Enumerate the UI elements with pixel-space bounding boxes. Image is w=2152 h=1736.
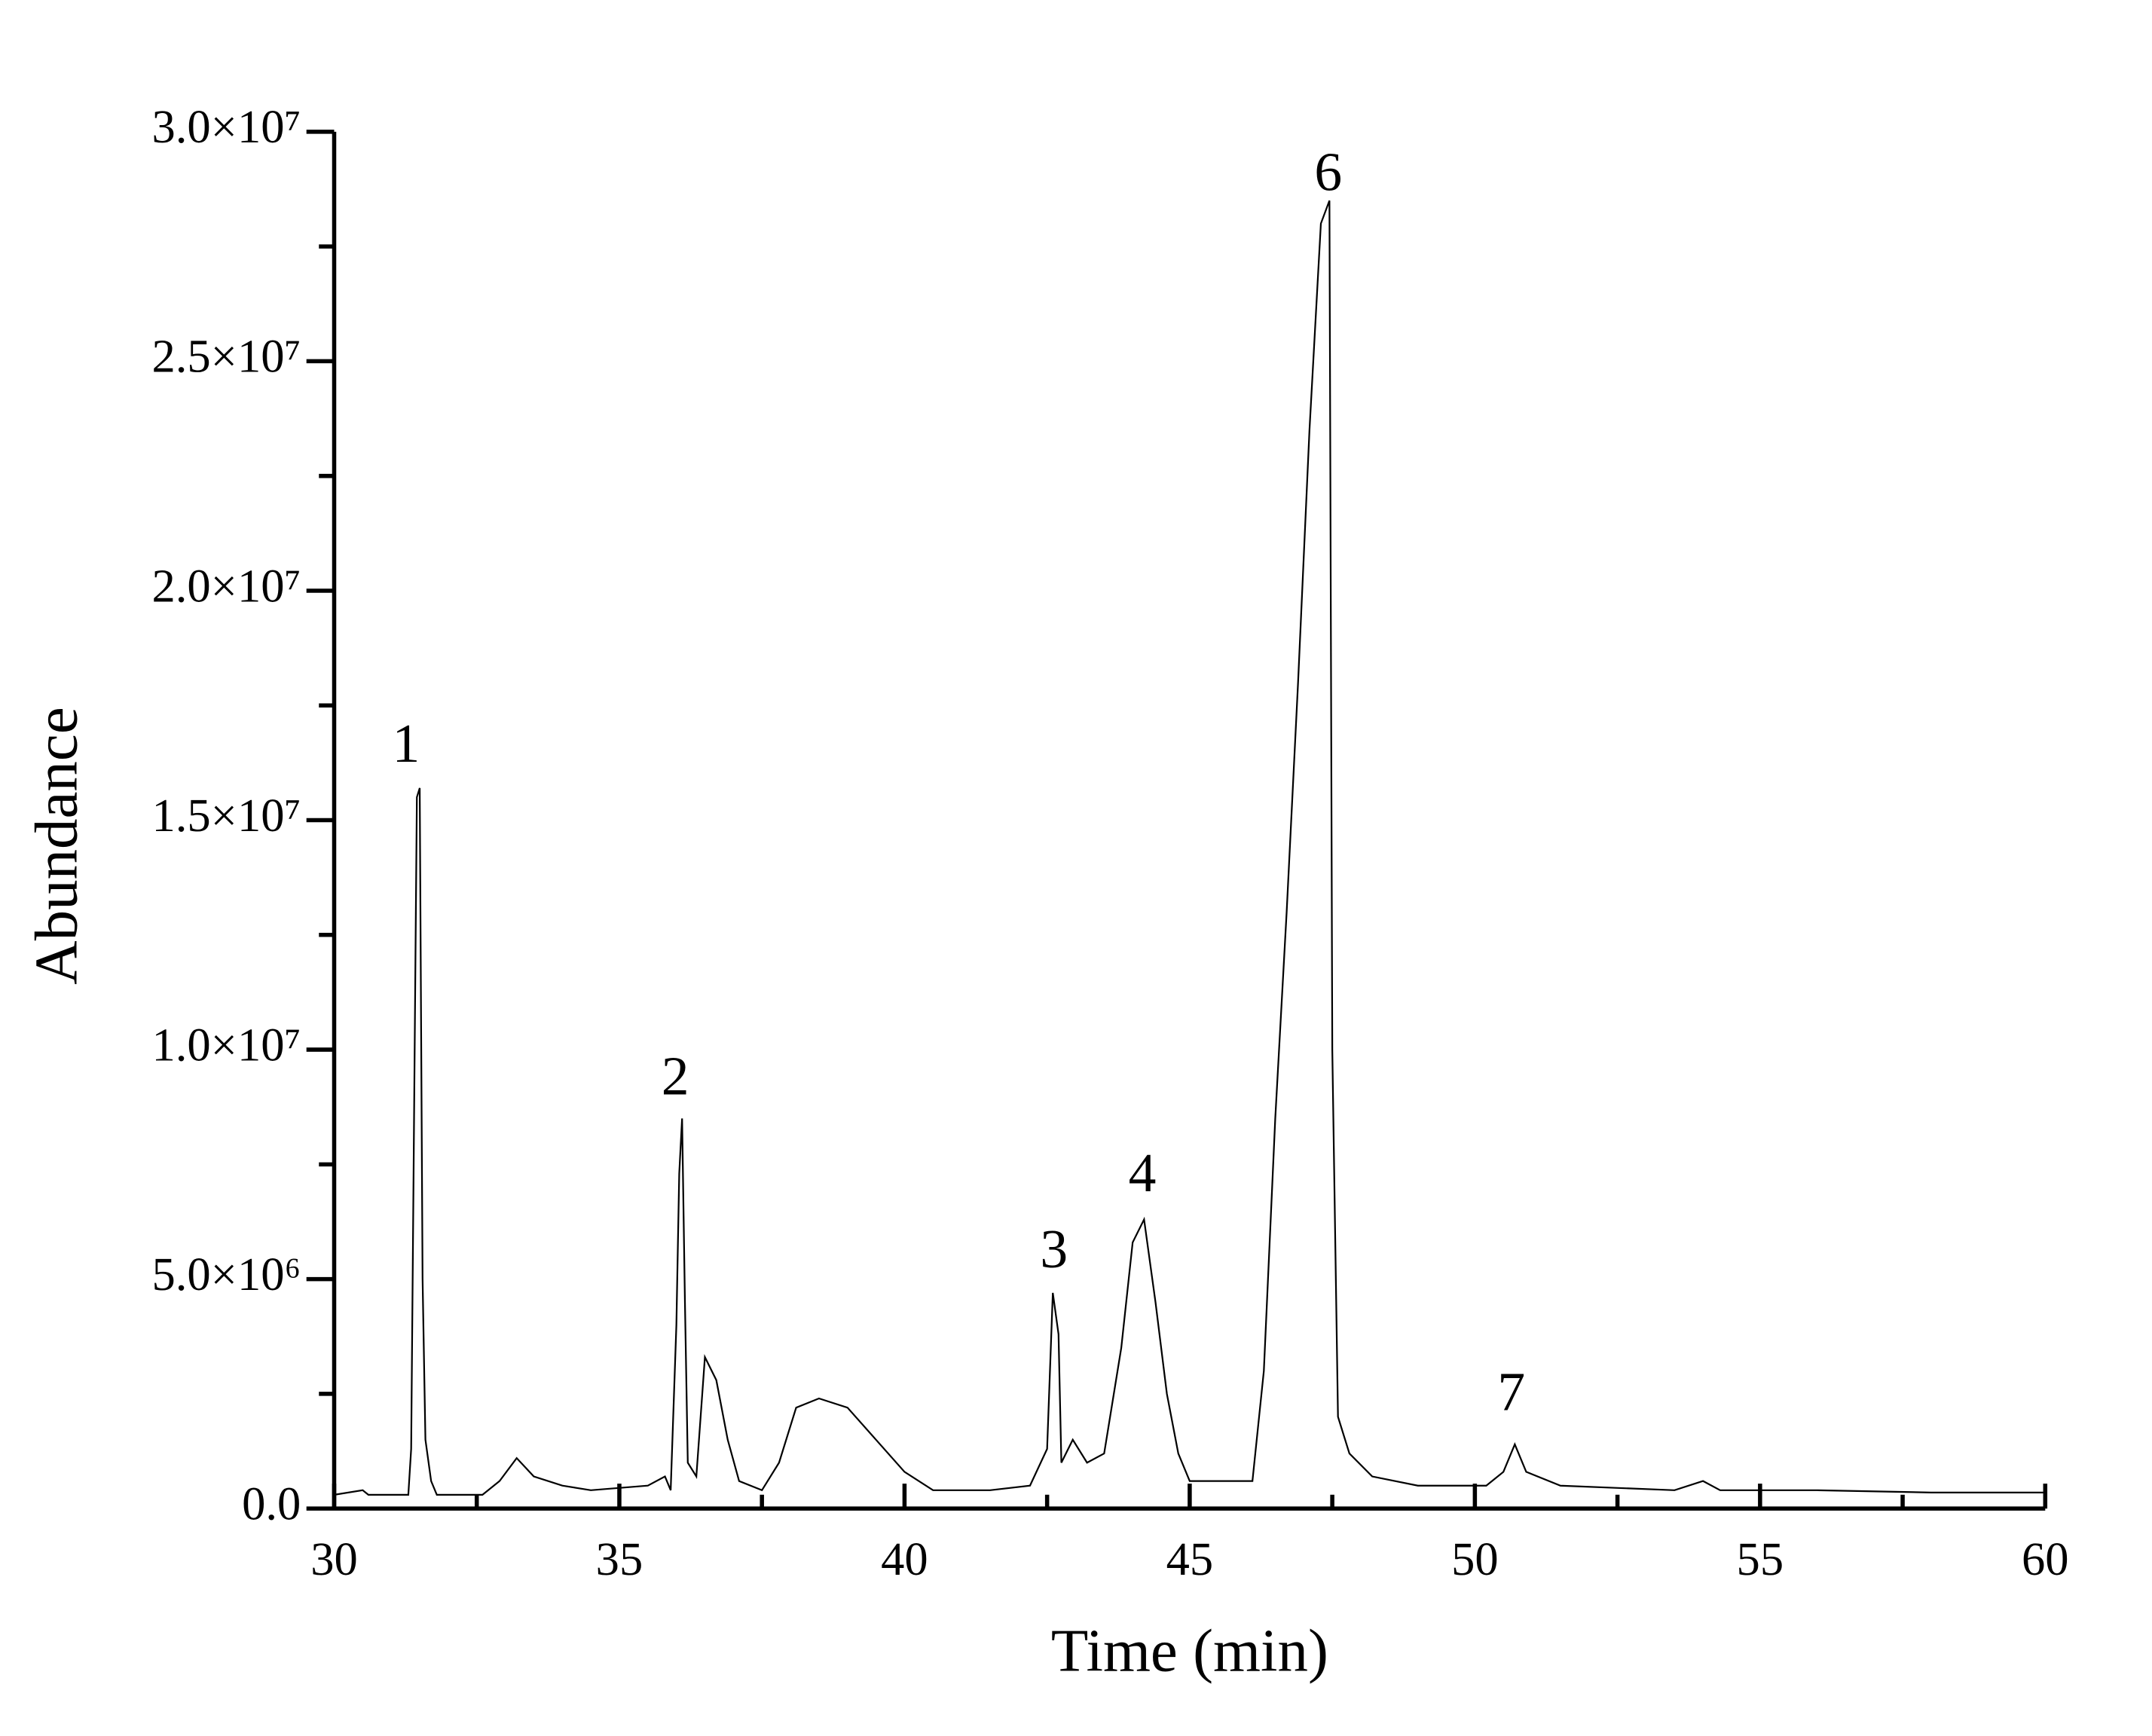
peak-label: 7 [1497,1361,1525,1423]
y-tick-label: 1.0×10⁷ [152,1018,301,1071]
x-axis-title: Time (min) [1051,1617,1328,1685]
peak-label: 4 [1129,1142,1157,1203]
peak-label: 6 [1314,141,1342,203]
y-tick-label: 2.5×10⁷ [152,330,301,383]
x-tick-label: 30 [310,1533,358,1585]
peak-label: 2 [662,1045,689,1107]
data-line [334,200,2046,1496]
x-tick-label: 50 [1451,1533,1499,1585]
x-tick-label: 60 [2022,1533,2069,1585]
y-tick-label: 3.0×10⁷ [152,100,301,153]
y-tick-label: 2.0×10⁷ [152,559,301,612]
y-axis-title: Abundance [22,707,90,985]
x-tick-label: 35 [596,1533,643,1585]
y-tick-label: 5.0×10⁶ [152,1248,301,1300]
x-tick-label: 55 [1737,1533,1784,1585]
x-tick-label: 45 [1166,1533,1214,1585]
y-tick-label: 1.5×10⁷ [152,789,301,842]
peak-label: 3 [1040,1218,1068,1279]
x-tick-label: 40 [881,1533,928,1585]
y-tick-label: 0.0 [242,1478,301,1530]
peak-label: 1 [392,712,420,774]
